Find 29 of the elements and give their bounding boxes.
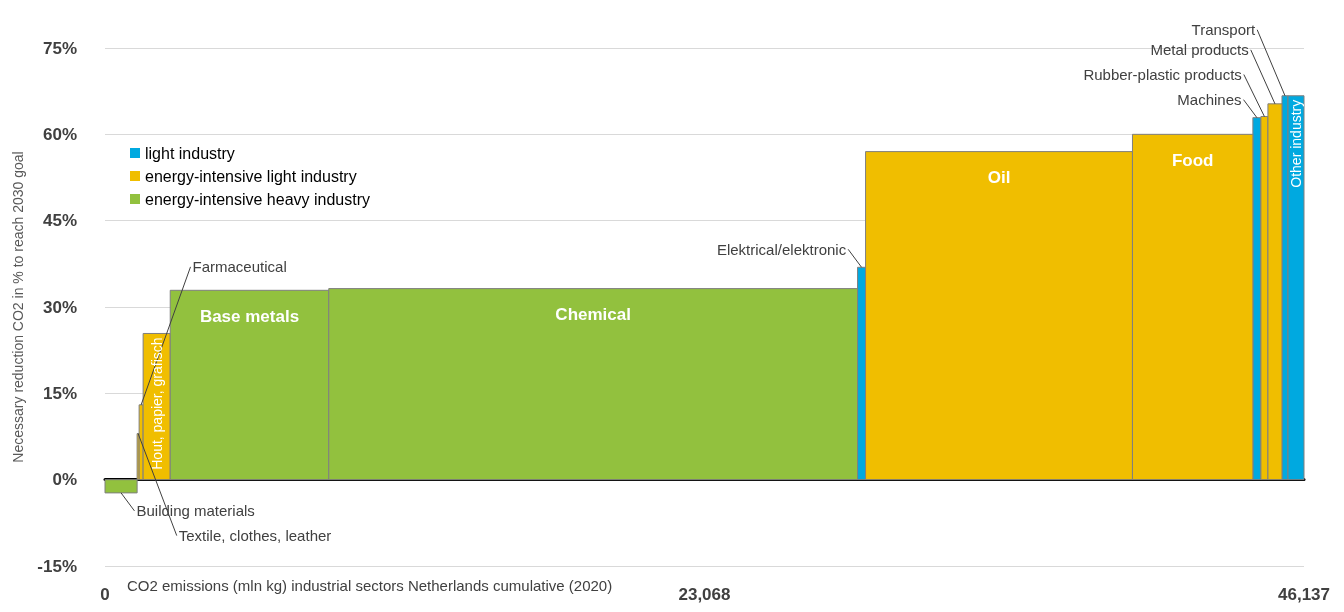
y-tick-label: 60%: [42, 124, 77, 144]
annotation: Metal products: [1150, 41, 1249, 59]
annotation: Base metals: [199, 306, 300, 326]
legend-label: light industry: [145, 144, 235, 162]
annotation: Farmaceutical: [192, 258, 287, 276]
x-tick-label: 23,068: [678, 585, 731, 604]
annotation: Building materials: [136, 502, 255, 520]
annotation: Oil: [987, 168, 1011, 188]
y-tick-label: 15%: [42, 383, 77, 403]
annotation: Chemical: [555, 305, 631, 325]
legend-label: energy-intensive heavy industry: [145, 190, 371, 208]
annotation: Hout, papier, grafisch: [148, 337, 165, 470]
annotation: Other industry: [1288, 99, 1304, 188]
annotation: Rubber-plastic products: [1083, 65, 1242, 83]
x-tick-label: 46,137: [1278, 585, 1330, 604]
y-tick-label: 0%: [52, 470, 77, 490]
y-tick-label: -15%: [37, 556, 77, 576]
x-tick-label: 0: [100, 585, 110, 604]
annotation: Textile, clothes, leather: [178, 527, 332, 545]
y-axis-title: Necessary reduction CO2 in % to reach 2030 goal: [10, 151, 26, 463]
annotation: Food: [1171, 150, 1214, 170]
annotation: Elektrical/elektronic: [716, 240, 847, 258]
y-tick-label: 75%: [42, 38, 77, 58]
annotation: Machines: [1177, 91, 1242, 109]
x-axis-title: CO2 emissions (mln kg) industrial sectors Netherlands cumulative (2020): [127, 577, 613, 594]
y-tick-label: 30%: [42, 297, 77, 317]
legend-label: energy-intensive light industry: [145, 167, 357, 185]
annotation: Transport: [1191, 21, 1257, 39]
y-tick-label: 45%: [42, 211, 77, 231]
